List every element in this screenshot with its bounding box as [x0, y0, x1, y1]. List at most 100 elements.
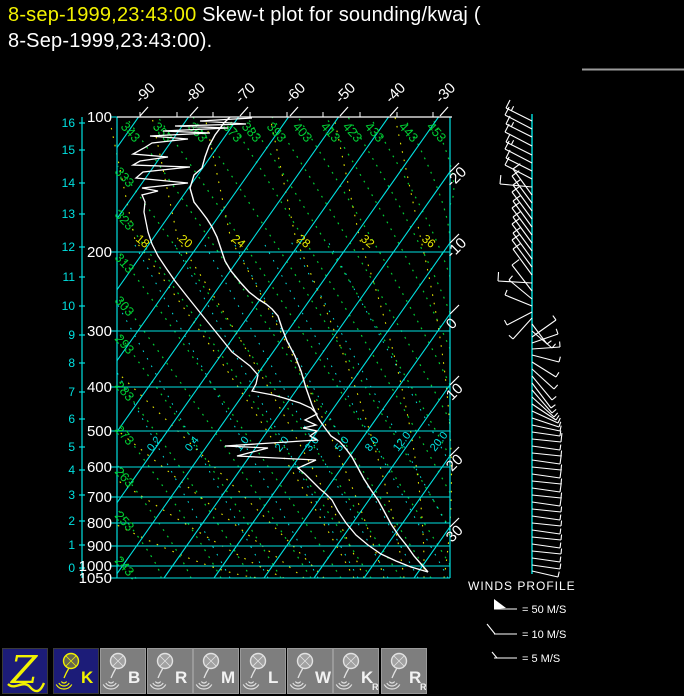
dry-adiabat-label-left: 333 [112, 164, 138, 190]
pressure-label: 700 [87, 489, 112, 506]
wind-barb [531, 506, 563, 513]
pressure-label: 800 [87, 515, 112, 532]
dry-adiabat-line [157, 116, 451, 566]
title-timestamp: 8-sep-1999,23:43:00 [8, 4, 197, 26]
radiosonde-balloon-icon: L [242, 652, 278, 690]
wind-barb [511, 170, 533, 204]
toolbar-button-balloon-kr[interactable]: K R [333, 648, 379, 694]
isotherm-line [116, 116, 239, 290]
dry-adiabat-line [117, 251, 342, 579]
wind-barb [531, 444, 562, 451]
pressure-label: 1000 [79, 558, 112, 575]
dry-adiabat-line [347, 116, 451, 314]
plot-title-line2: 8-Sep-1999,23:43:00). [8, 30, 213, 52]
moist-adiabat-label: 36 [419, 232, 438, 252]
height-km-label: 8 [68, 356, 75, 370]
z-logo-icon: Z [7, 649, 46, 693]
moist-adiabat-label: 20 [176, 232, 195, 252]
wind-barb [531, 542, 562, 549]
dry-adiabat-label-top: 393 [264, 119, 290, 145]
winds-legend-item: = 10 M/S [486, 623, 566, 641]
wind-barb [531, 497, 562, 507]
height-km-label: 13 [62, 207, 76, 221]
height-km-label: 12 [62, 240, 76, 254]
dry-adiabat-label-left: 273 [112, 422, 138, 448]
height-km-label: 7 [68, 385, 75, 399]
moist-adiabat-line [333, 116, 425, 579]
wind-barb [531, 341, 561, 350]
toolbar-button-letter: K [81, 668, 94, 687]
wind-barb [531, 514, 562, 521]
height-km-label: 15 [62, 143, 76, 157]
toolbar-button-balloon-m[interactable]: M [193, 648, 239, 694]
toolbar-button-balloon-l[interactable]: L [240, 648, 286, 694]
height-km-label: 9 [68, 328, 75, 342]
wind-barb [503, 311, 533, 326]
dry-adiabat-label-left: 283 [112, 378, 138, 404]
wind-barb [531, 323, 552, 345]
isotherm-line [263, 313, 451, 579]
height-km-label: 1 [68, 538, 75, 552]
wind-barb [531, 492, 563, 499]
radiosonde-balloon-icon: B [102, 652, 140, 690]
wind-profile [497, 99, 563, 578]
height-km-label: 0 [68, 561, 75, 575]
dry-adiabat-line [117, 165, 402, 579]
winds-legend-text: = 5 M/S [522, 653, 560, 665]
wind-barb [505, 99, 533, 122]
height-km-label: 11 [63, 270, 76, 284]
dry-adiabat-label-top: 423 [340, 119, 366, 145]
radiosonde-balloon-icon: M [195, 652, 235, 690]
dry-adiabat-line [325, 116, 451, 350]
isotherm-line [363, 455, 451, 579]
height-km-label: 4 [68, 463, 75, 477]
wind-barb [511, 218, 533, 252]
wind-barb [531, 315, 557, 338]
temp-axis-label-top: -40 [382, 79, 409, 106]
winds-legend-text: = 10 M/S [522, 629, 566, 641]
moist-adiabat-line [269, 116, 405, 579]
toolbar: Z K B [0, 647, 684, 696]
dry-adiabat-label-top: 403 [290, 119, 316, 145]
toolbar-button-balloon-b[interactable]: B [100, 648, 146, 694]
toolbar-button-subscript: R [420, 682, 426, 692]
height-km-label: 16 [62, 116, 76, 130]
dry-adiabat-line [192, 116, 451, 530]
pressure-label: 100 [87, 109, 112, 126]
wind-barb [531, 328, 559, 344]
dry-adiabat-line [117, 294, 312, 579]
dry-adiabat-line [227, 116, 451, 494]
wind-barb [531, 403, 560, 421]
toolbar-button-balloon-r[interactable]: R [147, 648, 193, 694]
toolbar-button-letter: R [175, 668, 187, 687]
dry-adiabat-line [431, 116, 455, 206]
wind-barb [531, 410, 561, 424]
pressure-label: 1050 [79, 570, 112, 587]
mixing-ratio-line [326, 239, 451, 464]
radiosonde-balloon-icon: K R [335, 652, 378, 692]
moist-adiabat-line [116, 524, 265, 579]
isotherm-line [116, 116, 439, 575]
toolbar-button-subscript: R [372, 682, 378, 692]
wind-barb [531, 354, 561, 363]
toolbar-button-logo-z[interactable]: Z [2, 648, 48, 694]
isotherm-line [116, 116, 139, 148]
toolbar-button-balloon-k[interactable]: K [53, 648, 99, 694]
isotherm-line [116, 116, 389, 504]
height-km-label: 3 [68, 488, 75, 502]
half-barb-5-icon [491, 651, 498, 659]
wind-barb [497, 271, 533, 284]
wind-barb [531, 478, 563, 485]
dry-adiabat-line [297, 116, 451, 386]
wind-barb [531, 548, 563, 555]
toolbar-button-balloon-rr[interactable]: R R [381, 648, 427, 694]
temp-axis-label-top: -30 [432, 79, 459, 106]
height-km-label: 6 [68, 412, 75, 426]
moist-adiabat-label: 32 [358, 232, 377, 252]
toolbar-button-balloon-w[interactable]: W [287, 648, 333, 694]
moist-adiabat-line [116, 371, 325, 579]
height-km-label: 5 [68, 440, 75, 454]
mixing-ratio-label: 20.0 [428, 430, 451, 454]
temp-axis-label-right: 20 [443, 451, 467, 475]
